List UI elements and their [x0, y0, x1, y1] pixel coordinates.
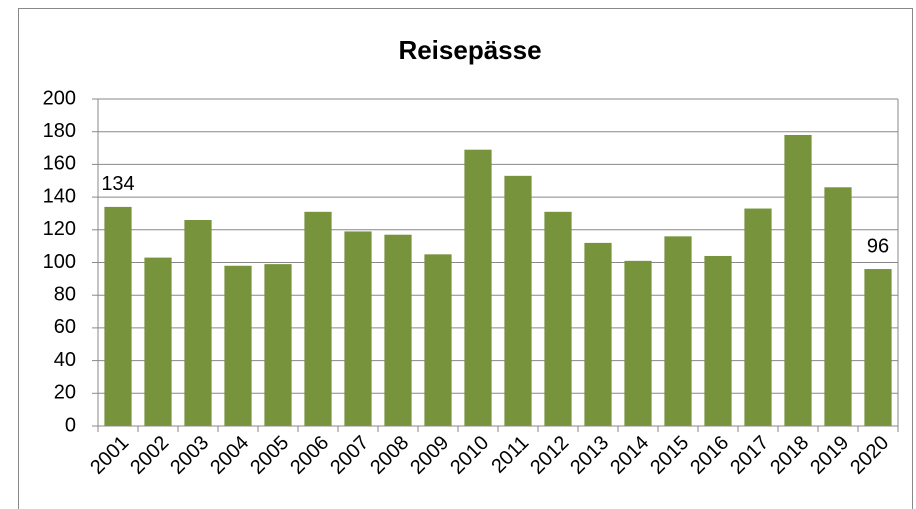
- bar: [864, 269, 892, 426]
- chart-title: Reisepässe: [398, 35, 541, 65]
- bar: [544, 211, 572, 426]
- bar: [424, 254, 452, 426]
- y-tick-label: 20: [54, 382, 76, 404]
- bar: [224, 265, 252, 426]
- y-tick-label: 0: [65, 414, 76, 436]
- y-tick-label: 60: [54, 316, 76, 338]
- bar: [744, 208, 772, 426]
- y-tick-label: 40: [54, 349, 76, 371]
- bar: [584, 242, 612, 426]
- bar: [664, 236, 692, 426]
- y-tick-label: 140: [43, 185, 76, 207]
- bar: [144, 257, 172, 426]
- bar: [304, 211, 332, 426]
- bar: [104, 206, 132, 426]
- y-tick-label: 200: [43, 87, 76, 109]
- data-label: 134: [101, 173, 134, 195]
- y-tick-label: 80: [54, 283, 76, 305]
- bar: [504, 175, 532, 426]
- bar: [184, 219, 212, 426]
- bar: [624, 260, 652, 426]
- bar: [384, 234, 412, 426]
- y-tick-label: 180: [43, 120, 76, 142]
- bar: [464, 149, 492, 426]
- y-tick-label: 120: [43, 218, 76, 240]
- bar: [344, 231, 372, 426]
- bar: [704, 255, 732, 426]
- bar: [824, 187, 852, 426]
- bar: [264, 264, 292, 426]
- y-tick-label: 100: [43, 251, 76, 273]
- bar: [784, 134, 812, 426]
- y-tick-label: 160: [43, 153, 76, 175]
- data-label: 96: [867, 235, 889, 257]
